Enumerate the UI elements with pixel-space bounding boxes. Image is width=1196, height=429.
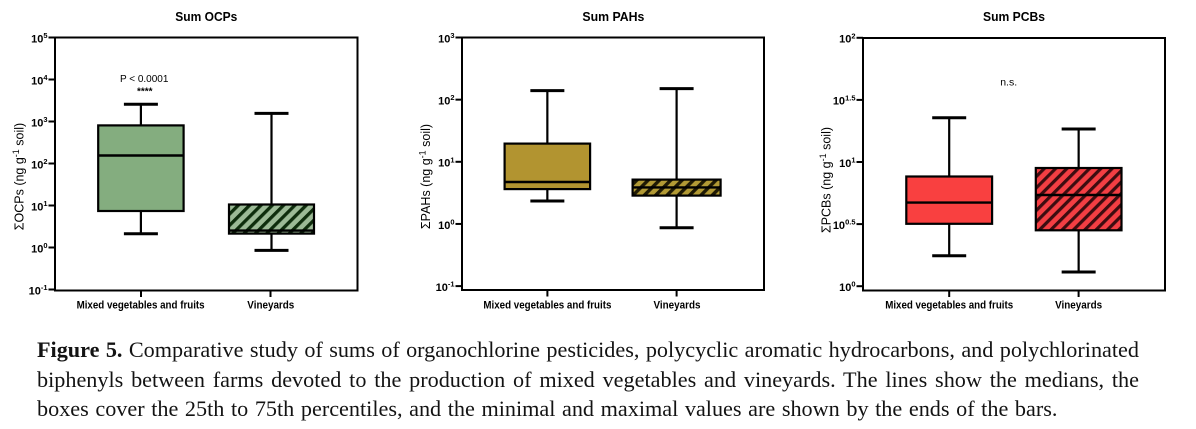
svg-text:Sum PAHs: Sum PAHs <box>582 9 644 24</box>
svg-text:P < 0.0001: P < 0.0001 <box>120 74 169 85</box>
svg-text:Vineyards: Vineyards <box>1055 300 1102 312</box>
svg-text:102: 102 <box>31 157 47 171</box>
svg-text:Vineyards: Vineyards <box>247 300 294 312</box>
svg-text:103: 103 <box>31 115 47 129</box>
svg-text:****: **** <box>137 87 153 98</box>
svg-text:102: 102 <box>839 31 855 45</box>
svg-text:100: 100 <box>31 241 47 255</box>
svg-text:ΣOCPs (ng g-1 soil): ΣOCPs (ng g-1 soil) <box>11 123 26 230</box>
svg-text:100: 100 <box>839 280 855 294</box>
svg-text:10-1: 10-1 <box>29 283 48 297</box>
svg-text:100: 100 <box>438 217 454 231</box>
svg-text:101: 101 <box>839 156 855 170</box>
svg-text:103: 103 <box>438 31 454 45</box>
svg-text:101: 101 <box>438 155 454 169</box>
svg-text:100.5: 100.5 <box>833 218 856 232</box>
svg-text:Mixed vegetables and fruits: Mixed vegetables and fruits <box>483 300 611 312</box>
svg-text:ΣPCBs (ng g-1 soil): ΣPCBs (ng g-1 soil) <box>818 127 833 233</box>
svg-text:Mixed vegetables and fruits: Mixed vegetables and fruits <box>77 300 205 312</box>
svg-text:101.5: 101.5 <box>833 93 856 107</box>
svg-text:10-1: 10-1 <box>436 280 455 294</box>
svg-text:Vineyards: Vineyards <box>654 300 701 312</box>
svg-text:Sum OCPs: Sum OCPs <box>175 9 237 24</box>
svg-text:ΣPAHs (ng g-1 soil): ΣPAHs (ng g-1 soil) <box>418 124 433 229</box>
svg-text:104: 104 <box>31 73 48 87</box>
svg-text:Sum PCBs: Sum PCBs <box>983 9 1045 24</box>
svg-text:102: 102 <box>438 93 454 107</box>
svg-text:n.s.: n.s. <box>1000 77 1017 89</box>
svg-text:105: 105 <box>31 31 47 45</box>
svg-text:Mixed vegetables and fruits: Mixed vegetables and fruits <box>885 300 1013 312</box>
svg-text:101: 101 <box>31 199 47 213</box>
